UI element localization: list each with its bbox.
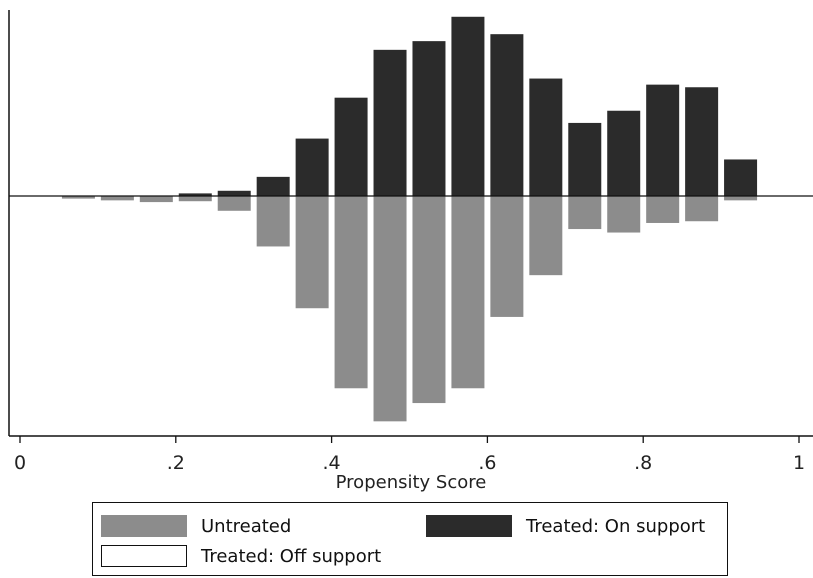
bar-untreated (295, 196, 329, 309)
bar-untreated (256, 196, 290, 247)
legend-item-treated-off-support: Treated: Off support (101, 545, 381, 567)
x-ticks-group: 0 .2 .4 .6 .8 1 (14, 436, 805, 474)
bar-untreated (607, 196, 641, 233)
propensity-histogram: 0 .2 .4 .6 .8 1 Propensity Score (8, 10, 813, 493)
x-tick-label: .2 (167, 452, 185, 474)
bar-untreated (61, 196, 95, 199)
bar-treated-on-support (568, 122, 602, 196)
x-tick-label: .6 (478, 452, 496, 474)
x-tick-label: .4 (323, 452, 341, 474)
legend-item-treated-on-support: Treated: On support (426, 515, 705, 537)
bar-untreated (490, 196, 524, 317)
bar-untreated (451, 196, 485, 389)
bar-untreated (685, 196, 719, 222)
bar-treated-on-support (178, 193, 212, 196)
bar-treated-on-support (373, 49, 407, 197)
bar-treated-on-support (451, 16, 485, 197)
legend: Untreated Treated: On support Treated: O… (92, 502, 728, 576)
bar-untreated (334, 196, 368, 389)
bar-treated-on-support (724, 159, 758, 196)
bar-treated-on-support (256, 176, 290, 196)
x-tick-label: 0 (14, 452, 26, 474)
bar-untreated (139, 196, 173, 203)
legend-swatch-treated-off-support (101, 545, 187, 567)
legend-swatch-untreated (101, 515, 187, 537)
x-tick-label: .8 (634, 452, 652, 474)
x-axis-title: Propensity Score (336, 472, 487, 493)
bar-treated-on-support (412, 41, 446, 196)
bar-untreated (529, 196, 563, 276)
bar-untreated (412, 196, 446, 404)
bar-treated-on-support (217, 190, 251, 196)
legend-label-treated-on-support: Treated: On support (526, 515, 706, 537)
bar-treated-on-support (529, 78, 563, 196)
legend-label-untreated: Untreated (201, 515, 292, 537)
bar-treated-on-support (685, 87, 719, 196)
x-tick-label: 1 (793, 452, 805, 474)
bar-untreated (217, 196, 251, 211)
bar-untreated (646, 196, 680, 223)
bar-treated-on-support (490, 34, 524, 197)
bar-treated-on-support (646, 84, 680, 196)
bar-untreated (100, 196, 134, 201)
bar-untreated (178, 196, 212, 202)
legend-label-treated-off-support: Treated: Off support (201, 545, 382, 567)
legend-item-untreated: Untreated (101, 515, 291, 537)
bars-group (61, 16, 758, 422)
bar-treated-on-support (295, 138, 329, 196)
bar-untreated (568, 196, 602, 230)
legend-swatch-treated-on-support (426, 515, 512, 537)
bar-untreated (724, 196, 758, 201)
bar-untreated (373, 196, 407, 422)
bar-treated-on-support (334, 97, 368, 196)
bar-treated-on-support (607, 110, 641, 196)
